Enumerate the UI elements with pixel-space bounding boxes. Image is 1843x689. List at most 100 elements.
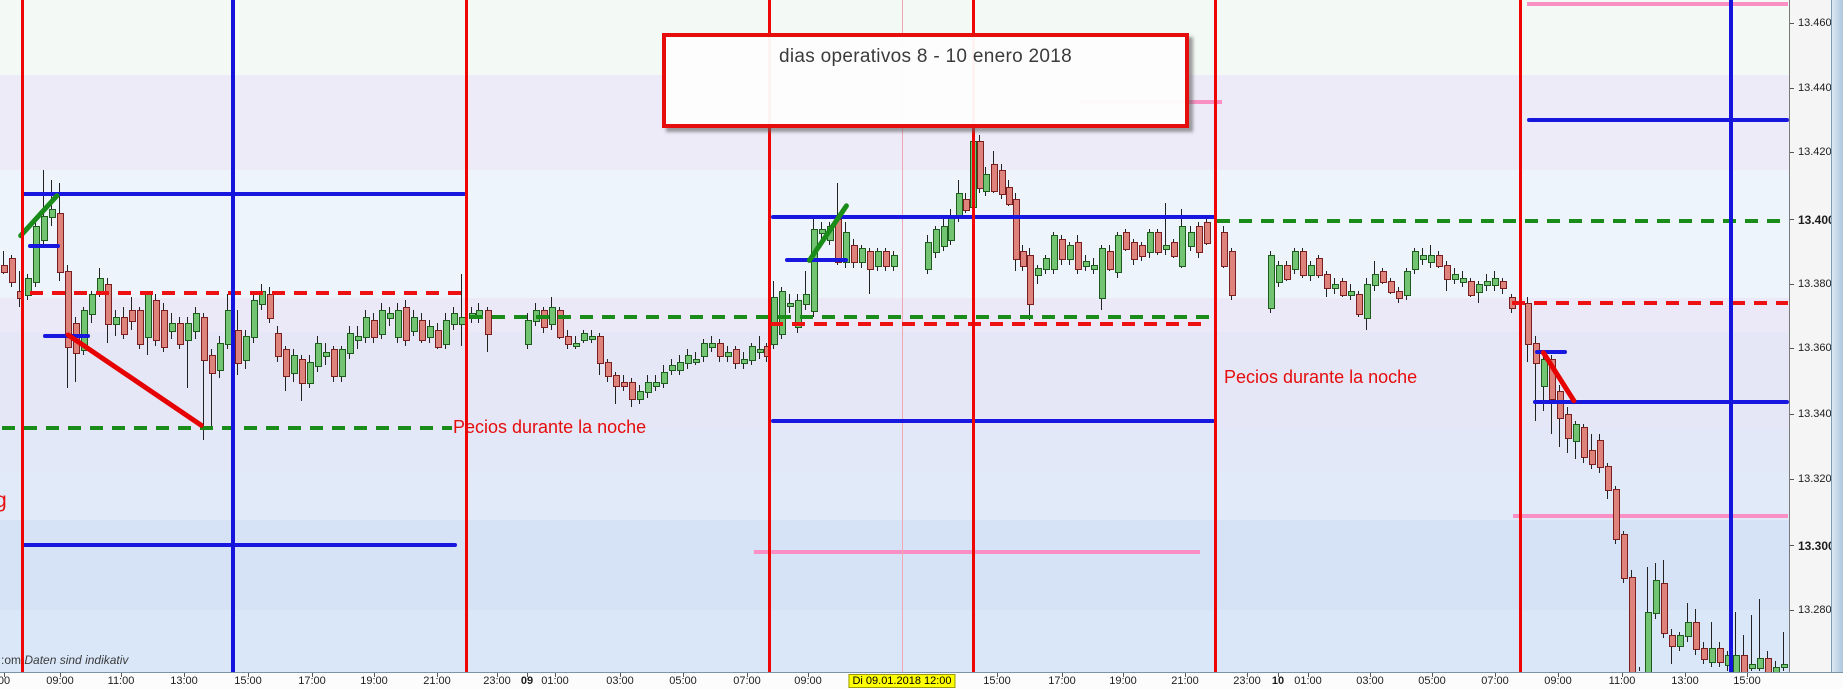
red-dashed-level [770, 322, 1210, 326]
red-session-line [21, 0, 24, 672]
price-axis-tick [1790, 88, 1794, 89]
time-axis-tick [1370, 673, 1371, 677]
candle [1677, 635, 1684, 647]
candle [725, 352, 732, 357]
candle [1669, 635, 1676, 647]
candle [795, 300, 802, 328]
candle [145, 294, 152, 338]
blue-level-line [1535, 350, 1567, 354]
price-axis-tick [1790, 414, 1794, 415]
candle [89, 294, 96, 315]
candle-wick [1711, 622, 1712, 667]
candle [525, 320, 532, 345]
overnight-label-left[interactable]: Pecios durante la noche [453, 417, 647, 437]
candle [81, 310, 88, 351]
candle [1428, 255, 1435, 263]
time-axis-label: 21:00 [423, 675, 451, 687]
candle [379, 310, 386, 335]
time-axis-label: 07:00 [733, 675, 761, 687]
candle [1043, 258, 1050, 270]
candle-wick [19, 271, 20, 307]
candle [669, 365, 676, 371]
candle [235, 330, 242, 364]
candle [653, 382, 660, 387]
candle [1013, 199, 1020, 260]
price-axis-tick [1790, 152, 1794, 153]
blue-level-line [1533, 400, 1789, 404]
time-axis-label: 17:00 [1048, 675, 1076, 687]
blue-level-line [771, 215, 1215, 219]
candle [1388, 281, 1395, 293]
clipped-text-fragment: g [0, 489, 7, 512]
overnight-label-right[interactable]: Pecios durante la noche [1224, 367, 1418, 387]
candle [1229, 251, 1236, 296]
candle [733, 349, 740, 364]
candle [883, 251, 890, 267]
candle-wick [3, 251, 4, 274]
candle [1179, 226, 1186, 267]
candle [267, 294, 274, 319]
candle-wick [869, 248, 870, 294]
vertical-scrollbar[interactable] [1831, 0, 1843, 672]
candle-wick [805, 271, 806, 310]
candle [685, 355, 692, 364]
candle [779, 291, 786, 335]
candle [803, 294, 810, 305]
candle-wick [1735, 612, 1736, 671]
time-axis-tick [1432, 673, 1433, 677]
candle [1605, 466, 1612, 491]
candle [661, 372, 668, 384]
time-axis-label: 21:00 [1171, 675, 1199, 687]
candle-wick [211, 349, 212, 430]
candle [113, 317, 120, 325]
candle [153, 300, 160, 341]
candle [435, 330, 442, 348]
pink-level-line [1513, 514, 1788, 518]
candle [427, 326, 434, 338]
candle [33, 226, 40, 283]
candle [749, 346, 756, 361]
time-axis[interactable]: Di 09.01.2018 12:00 00 09:00 11:00 13:00 15:… [0, 672, 1843, 689]
candle [1340, 281, 1347, 296]
time-axis-tick [437, 673, 438, 677]
time-axis-tick [184, 673, 185, 677]
background-band [0, 610, 1789, 672]
candle [1196, 226, 1203, 253]
title-annotation-box[interactable]: dias operativos 8 - 10 enero 2018 [662, 33, 1189, 128]
candle [1420, 255, 1427, 260]
candle [1468, 281, 1475, 296]
candle [581, 333, 588, 341]
candle [1027, 255, 1034, 305]
candle [963, 199, 970, 211]
blue-level-line [28, 244, 60, 248]
candle [1356, 294, 1363, 315]
time-axis-label: 10 [1271, 675, 1285, 687]
candle [1035, 268, 1042, 276]
red-session-line [465, 0, 468, 672]
time-axis-tick [997, 673, 998, 677]
price-axis[interactable]: 13.460 13.440 13.420 13.400 13.380 13.360 13.3… [1789, 0, 1835, 672]
candle [1099, 248, 1106, 299]
time-axis-label: 00 [0, 675, 11, 687]
time-axis-label: 15:00 [234, 675, 262, 687]
candle [1661, 583, 1668, 634]
time-axis-tick [1558, 673, 1559, 677]
time-axis-label: 11:00 [1608, 675, 1636, 687]
candle [169, 323, 176, 332]
candle [557, 310, 564, 338]
candle [717, 343, 724, 357]
candle-wick [759, 336, 760, 359]
time-axis-tick [497, 673, 498, 677]
candle [9, 258, 16, 283]
candle [1364, 284, 1371, 319]
candle [701, 343, 708, 357]
candle-wick [1535, 336, 1536, 421]
candle [875, 251, 882, 267]
candle [291, 355, 298, 374]
candle [541, 310, 548, 328]
candle [1075, 242, 1082, 270]
time-axis-tick [555, 673, 556, 677]
time-axis-label: 09:00 [794, 675, 822, 687]
candlestick-chart-canvas[interactable] [0, 0, 1789, 672]
price-axis-label: 13.420 [1798, 146, 1832, 158]
